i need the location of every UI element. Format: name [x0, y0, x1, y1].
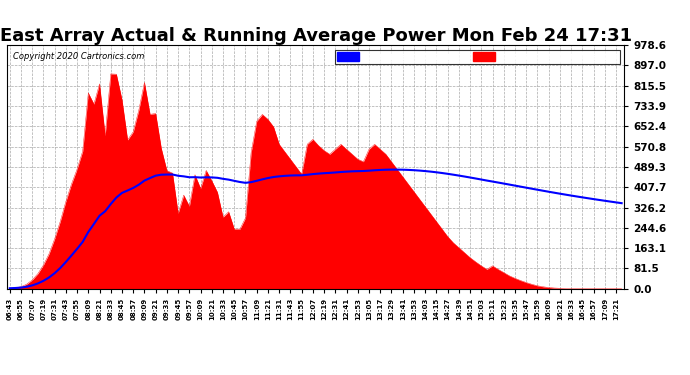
Legend: Average (DC Watts), East Array (DC Watts): Average (DC Watts), East Array (DC Watts…	[335, 50, 620, 64]
Text: Copyright 2020 Cartronics.com: Copyright 2020 Cartronics.com	[13, 53, 144, 61]
Title: East Array Actual & Running Average Power Mon Feb 24 17:31: East Array Actual & Running Average Powe…	[0, 27, 632, 45]
